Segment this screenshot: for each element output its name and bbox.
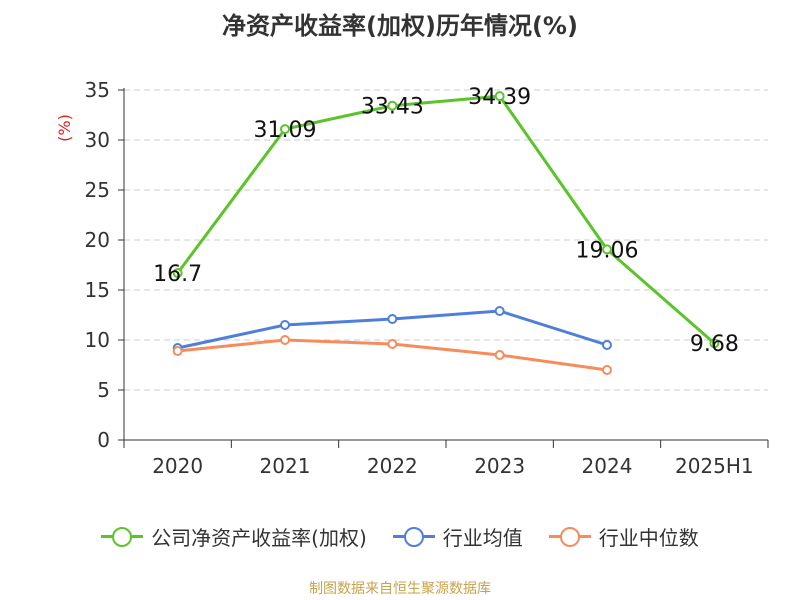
chart-title: 净资产收益率(加权)历年情况(%) — [222, 12, 578, 40]
gridlines — [124, 89, 768, 391]
data-point — [280, 320, 290, 330]
legend: 公司净资产收益率(加权) 行业均值 行业中位数 — [0, 518, 800, 554]
y-tick-label: 25 — [85, 178, 110, 202]
data-point — [602, 365, 612, 375]
series-line — [176, 94, 716, 345]
legend-marker-icon — [101, 526, 144, 547]
legend-item[interactable]: 行业均值 — [392, 522, 523, 551]
x-tick-label: 2021 — [260, 454, 311, 478]
data-point — [494, 91, 505, 102]
x-tick-label: 2020 — [152, 454, 203, 478]
data-label: 19.06 — [576, 238, 639, 263]
data-label: 9.68 — [690, 332, 739, 357]
data-point — [602, 340, 612, 350]
data-point — [494, 306, 505, 316]
x-tick-label: 2025H1 — [675, 454, 754, 478]
data-label: 31.09 — [254, 118, 317, 143]
data-labels: 16.7 31.09 33.43 34.39 19.06 9.68 — [153, 85, 739, 357]
data-point — [172, 346, 183, 356]
data-label: 16.7 — [153, 262, 202, 287]
y-tick-label: 20 — [85, 228, 110, 252]
y-tick-label: 0 — [97, 428, 110, 452]
y-tick-label: 15 — [85, 278, 110, 302]
data-point — [387, 339, 398, 349]
data-label: 34.39 — [468, 85, 531, 110]
x-tick-label: 2022 — [367, 454, 418, 478]
data-label: 33.43 — [361, 95, 424, 120]
x-tick-label: 2024 — [582, 454, 633, 478]
axes: 0 5 10 15 20 25 30 35 (%) 2020 2021 2022 2023 2024 202… — [55, 78, 769, 478]
data-point — [709, 338, 720, 349]
data-point — [172, 268, 183, 278]
series-lines — [172, 91, 720, 375]
data-point — [387, 314, 398, 324]
y-tick-label: 30 — [85, 128, 110, 152]
y-tick-label: 10 — [85, 328, 110, 352]
y-tick-label: 5 — [97, 378, 110, 402]
legend-marker-icon — [392, 526, 435, 547]
data-point — [494, 350, 505, 360]
legend-label: 行业均值 — [442, 525, 523, 550]
legend-item[interactable]: 行业中位数 — [548, 522, 699, 551]
data-point — [602, 244, 612, 255]
legend-item[interactable]: 公司净资产收益率(加权) — [101, 522, 367, 551]
y-tick-label: 35 — [85, 78, 110, 102]
legend-label: 行业中位数 — [598, 525, 699, 550]
data-point — [387, 100, 398, 111]
legend-label: 公司净资产收益率(加权) — [151, 525, 367, 550]
y-axis-label: (%) — [55, 114, 74, 142]
x-tick-label: 2023 — [474, 454, 525, 478]
source-note: 制图数据来自恒生聚源数据库 — [309, 581, 491, 597]
data-point — [280, 124, 290, 135]
legend-marker-icon — [548, 526, 591, 547]
data-point — [280, 335, 290, 345]
